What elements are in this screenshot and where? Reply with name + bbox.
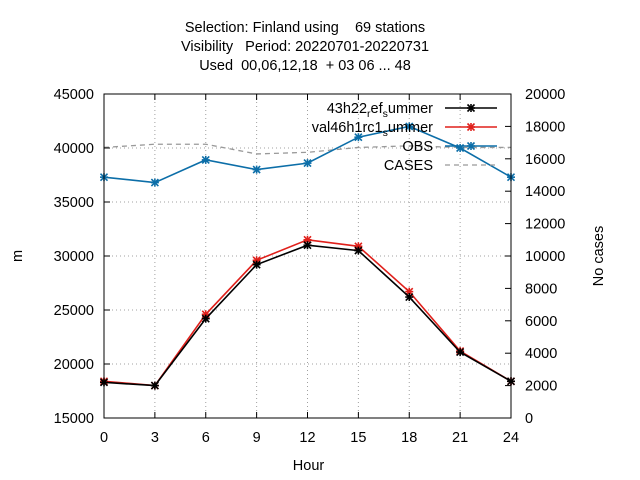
title-line: Selection: Finland using 69 stations (185, 20, 425, 36)
legend-label-part: ummer (388, 101, 433, 117)
y2-tick-label: 6000 (525, 314, 557, 330)
y2-tick-label: 18000 (525, 119, 565, 135)
x-tick-label: 0 (100, 430, 108, 446)
y-tick-label: 15000 (54, 411, 94, 427)
data-point (252, 260, 261, 269)
data-point (303, 159, 312, 168)
y-tick-label: 40000 (54, 141, 94, 157)
y2-tick-label: 2000 (525, 379, 557, 395)
data-point (354, 133, 363, 142)
legend-label-part: s (383, 108, 388, 120)
data-point (150, 178, 159, 187)
legend-marker (466, 141, 476, 151)
x-tick-label: 15 (350, 430, 366, 446)
y2-tick-label: 12000 (525, 217, 565, 233)
data-point (252, 165, 261, 174)
legend-label-part: ummer (388, 120, 433, 136)
x-tick-label: 6 (202, 430, 210, 446)
x-tick-label: 9 (253, 430, 261, 446)
legend-label-part: r (367, 108, 371, 120)
y-tick-label: 25000 (54, 303, 94, 319)
x-tick-label: 18 (401, 430, 417, 446)
legend-entry: OBS (402, 139, 497, 155)
x-tick-label: 12 (299, 430, 315, 446)
legend-label: 43h22refsummer (327, 101, 433, 120)
data-point (405, 292, 414, 302)
legend-marker (466, 103, 476, 113)
y2-axis-title: No cases (591, 226, 607, 286)
y2-tick-label: 20000 (525, 87, 565, 103)
y2-tick-label: 10000 (525, 249, 565, 265)
data-point (354, 246, 363, 255)
legend-label: val46h1rc1summer (312, 120, 433, 139)
legend-marker (466, 122, 476, 132)
legend-label-part: 43h22 (327, 101, 367, 117)
title-line: Used 00,06,12,18 + 03 06 ... 48 (199, 58, 411, 74)
legend-entry: CASES (384, 158, 497, 174)
data-point (201, 314, 210, 323)
legend-label-part: OBS (402, 139, 433, 155)
data-point (456, 348, 465, 357)
legend-label-part: s (383, 127, 388, 139)
y-tick-label: 45000 (54, 87, 94, 103)
y-tick-label: 20000 (54, 357, 94, 373)
y-axis-title: m (10, 250, 26, 262)
legend-entry: 43h22refsummer (327, 101, 497, 120)
legend-label-part: val46h1rc1 (312, 120, 383, 136)
data-point (303, 241, 312, 250)
legend-entry: val46h1rc1summer (312, 120, 497, 139)
x-tick-label: 21 (452, 430, 468, 446)
data-point (150, 381, 159, 390)
legend-label: OBS (402, 139, 433, 155)
grid (104, 94, 511, 418)
y-tick-label: 35000 (54, 195, 94, 211)
x-axis-title: Hour (293, 458, 325, 474)
data-point (201, 155, 210, 164)
x-tick-label: 3 (151, 430, 159, 446)
data-point (405, 122, 414, 131)
series-line-val46h1rc1_summer (103, 238, 512, 387)
series-line-CASES (103, 143, 511, 155)
y2-tick-label: 4000 (525, 346, 557, 362)
y2-tick-label: 16000 (525, 152, 565, 168)
x-tick-label: 24 (503, 430, 519, 446)
legend-label-part: CASES (384, 158, 433, 174)
chart-title: Selection: Finland using 69 stations Visi… (181, 20, 429, 74)
title-line: Visibility Period: 20220701-20220731 (181, 39, 429, 55)
legend-label-part: ef (371, 101, 384, 117)
y-tick-label: 30000 (54, 249, 94, 265)
y2-tick-label: 8000 (525, 281, 557, 297)
y2-tick-label: 14000 (525, 184, 565, 200)
y2-tick-label: 0 (525, 411, 533, 427)
legend-label: CASES (384, 158, 433, 174)
